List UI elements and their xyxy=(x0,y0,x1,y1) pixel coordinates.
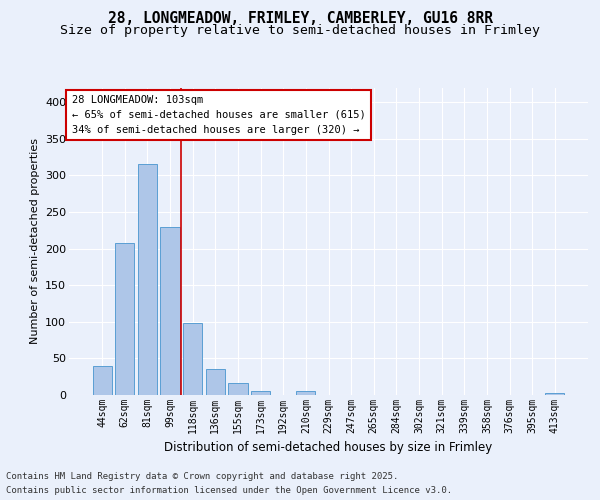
Bar xyxy=(115,244,134,395)
Text: Size of property relative to semi-detached houses in Frimley: Size of property relative to semi-detach… xyxy=(60,24,540,37)
Bar xyxy=(138,164,157,395)
Bar xyxy=(229,382,248,395)
Bar xyxy=(92,366,112,395)
Text: Contains public sector information licensed under the Open Government Licence v3: Contains public sector information licen… xyxy=(6,486,452,495)
Text: 28, LONGMEADOW, FRIMLEY, CAMBERLEY, GU16 8RR: 28, LONGMEADOW, FRIMLEY, CAMBERLEY, GU16… xyxy=(107,11,493,26)
Bar xyxy=(545,393,565,395)
Bar xyxy=(160,226,180,395)
Y-axis label: Number of semi-detached properties: Number of semi-detached properties xyxy=(29,138,40,344)
Bar xyxy=(206,370,225,395)
Text: 28 LONGMEADOW: 103sqm
← 65% of semi-detached houses are smaller (615)
34% of sem: 28 LONGMEADOW: 103sqm ← 65% of semi-deta… xyxy=(71,95,365,135)
X-axis label: Distribution of semi-detached houses by size in Frimley: Distribution of semi-detached houses by … xyxy=(164,442,493,454)
Text: Contains HM Land Registry data © Crown copyright and database right 2025.: Contains HM Land Registry data © Crown c… xyxy=(6,472,398,481)
Bar xyxy=(251,392,270,395)
Bar xyxy=(296,392,316,395)
Bar xyxy=(183,322,202,395)
